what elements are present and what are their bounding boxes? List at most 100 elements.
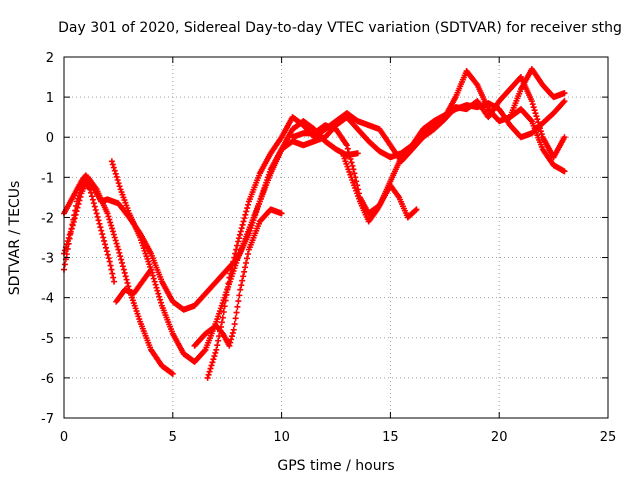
data-point-marker — [233, 309, 240, 316]
data-point-marker — [103, 248, 110, 255]
data-point-marker — [112, 170, 119, 177]
data-point-marker — [108, 266, 115, 273]
data-point-marker — [169, 370, 176, 377]
data-point-marker — [236, 231, 243, 238]
data-point-marker — [235, 298, 242, 305]
data-point-marker — [527, 117, 534, 124]
data-point-marker — [232, 315, 239, 322]
data-point-marker — [122, 273, 129, 280]
data-point-marker — [106, 216, 113, 223]
data-point-marker — [242, 264, 249, 271]
data-point-marker — [123, 276, 130, 283]
data-point-marker — [104, 210, 111, 217]
data-point-marker — [348, 159, 355, 166]
data-point-marker — [206, 368, 213, 375]
data-point-marker — [532, 110, 539, 117]
data-point-marker — [148, 266, 155, 273]
data-point-marker — [110, 231, 117, 238]
data-point-marker — [113, 173, 120, 180]
y-tick-label: 0 — [46, 131, 54, 146]
data-point-marker — [354, 150, 361, 157]
data-point-marker — [108, 222, 115, 229]
data-point-marker — [69, 222, 76, 229]
data-point-marker — [226, 274, 233, 281]
data-point-marker — [226, 342, 233, 349]
data-point-marker — [115, 246, 122, 253]
data-point-marker — [121, 269, 128, 276]
data-point-marker — [225, 280, 232, 287]
data-point-marker — [227, 339, 234, 346]
data-point-marker — [67, 228, 74, 235]
data-point-marker — [217, 328, 224, 335]
data-point-marker — [228, 336, 235, 343]
data-point-marker — [105, 213, 112, 220]
data-point-marker — [63, 241, 70, 248]
data-point-marker — [116, 249, 123, 256]
data-point-marker — [537, 128, 544, 135]
data-point-marker — [151, 278, 158, 285]
data-point-marker — [109, 225, 116, 232]
data-point-marker — [528, 98, 535, 105]
data-point-marker — [228, 333, 235, 340]
data-point-marker — [88, 193, 95, 200]
data-point-marker — [236, 292, 243, 299]
data-point-marker — [154, 287, 161, 294]
data-point-marker — [238, 225, 245, 232]
data-point-marker — [233, 246, 240, 253]
plot-frame — [63, 56, 609, 419]
data-point-marker — [116, 183, 123, 190]
data-point-marker — [72, 211, 79, 218]
data-point-marker — [96, 220, 103, 227]
data-point-marker — [74, 204, 81, 211]
data-point-marker — [95, 217, 102, 224]
data-point-marker — [561, 98, 568, 105]
data-point-marker — [118, 256, 125, 263]
data-point-marker — [533, 113, 540, 120]
data-point-marker — [229, 262, 236, 269]
data-point-marker — [119, 259, 126, 266]
data-point-marker — [114, 177, 121, 184]
y-tick-label: -5 — [41, 332, 54, 347]
data-point-marker — [537, 125, 543, 132]
data-point-marker — [201, 347, 208, 354]
data-point-marker — [231, 321, 238, 328]
data-point-marker — [231, 254, 238, 261]
data-point-marker — [347, 155, 354, 162]
data-point-marker — [205, 371, 212, 378]
data-point-marker — [105, 255, 112, 262]
data-point-marker — [208, 362, 215, 369]
data-point-marker — [215, 337, 222, 344]
data-point-marker — [207, 365, 214, 372]
chart-title: Day 301 of 2020, Sidereal Day-to-day VTE… — [58, 20, 622, 36]
data-point-marker — [93, 210, 100, 217]
data-point-marker — [228, 266, 235, 273]
data-point-marker — [244, 205, 251, 212]
data-point-marker — [94, 213, 101, 220]
data-point-marker — [221, 303, 228, 310]
data-point-marker — [88, 189, 95, 196]
data-point-marker — [65, 234, 72, 241]
data-point-marker — [107, 262, 114, 269]
data-point-marker — [158, 299, 165, 306]
data-point-marker — [110, 274, 117, 281]
data-point-marker — [68, 225, 75, 232]
data-point-marker — [214, 342, 221, 349]
data-point-marker — [156, 293, 163, 300]
data-point-marker — [114, 243, 121, 250]
data-point-marker — [209, 359, 216, 366]
data-point-marker — [244, 255, 251, 262]
data-point-marker — [219, 314, 226, 321]
data-point-marker — [117, 253, 124, 260]
data-point-marker — [110, 164, 117, 171]
data-point-marker — [531, 107, 538, 114]
data-point-marker — [217, 323, 224, 330]
data-point-marker — [350, 166, 357, 173]
data-point-marker — [346, 152, 353, 159]
x-tick-label: 5 — [169, 430, 177, 445]
data-point-marker — [243, 259, 250, 266]
y-tick-label: -4 — [41, 292, 54, 307]
data-point-marker — [529, 101, 536, 108]
y-tick-label: 1 — [46, 91, 54, 106]
data-point-marker — [561, 168, 568, 175]
data-points — [61, 66, 568, 381]
